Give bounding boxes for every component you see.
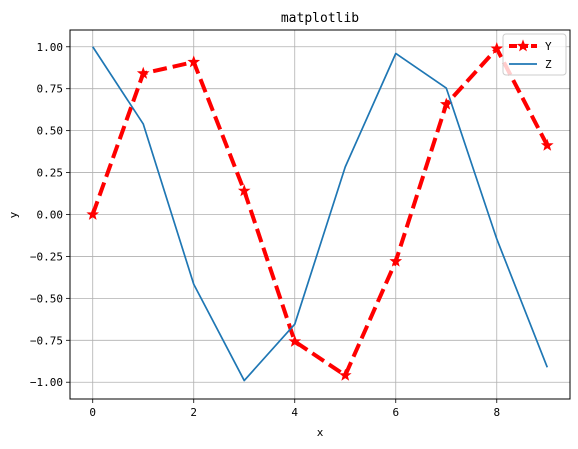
- series-y-marker: [237, 184, 251, 197]
- series-y-marker: [338, 368, 352, 381]
- legend-label-z: Z: [545, 58, 552, 71]
- legend-label-y: Y: [545, 40, 552, 53]
- x-tick-label: 0: [89, 406, 96, 419]
- y-axis-label: y: [7, 211, 20, 218]
- legend-marker-y: [516, 39, 530, 52]
- y-ticks: 1.00 0.75 0.50 0.25 0.00 −0.25 −0.50 −0.75 −1.00: [30, 41, 70, 389]
- x-tick-label: 8: [493, 406, 500, 419]
- y-tick-label: 1.00: [37, 41, 64, 54]
- x-tick-label: 6: [392, 406, 399, 419]
- y-tick-label: 0.25: [37, 167, 64, 180]
- series-y-marker: [86, 207, 100, 220]
- series-group: [86, 41, 554, 382]
- y-tick-label: 0.50: [37, 125, 64, 138]
- legend: YZ: [502, 33, 567, 76]
- legend-box: [502, 33, 567, 76]
- x-tick-label: 4: [291, 406, 298, 419]
- y-tick-label: −0.75: [30, 334, 63, 347]
- y-tick-label: −0.50: [30, 292, 63, 305]
- series-y-marker: [288, 334, 302, 347]
- y-tick-label: 0.00: [37, 209, 64, 222]
- y-tick-label: −1.00: [30, 376, 63, 389]
- series-y-marker: [136, 66, 150, 79]
- chart-title: matplotlib: [281, 11, 359, 26]
- y-tick-label: −0.25: [30, 250, 63, 263]
- x-tick-label: 2: [190, 406, 197, 419]
- series-y-line: [90, 46, 550, 378]
- series-y-marker: [490, 41, 504, 54]
- grid: [70, 30, 570, 399]
- x-axis-label: x: [317, 426, 324, 439]
- x-ticks: 0 2 4 6 8: [89, 399, 500, 419]
- series-z-line: [92, 46, 549, 382]
- series-y-marker: [540, 138, 554, 151]
- series-y-marker: [187, 55, 201, 68]
- series-y-marker: [389, 254, 403, 267]
- series-y-marker: [439, 97, 453, 110]
- y-tick-label: 0.75: [37, 83, 64, 96]
